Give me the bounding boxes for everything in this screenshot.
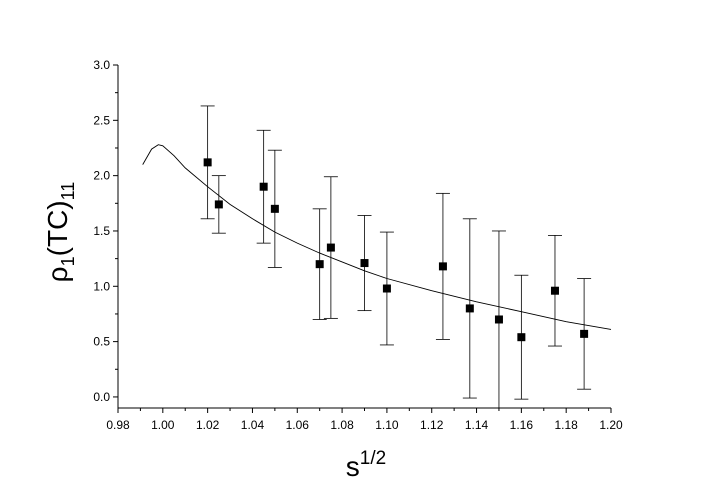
y-tick-label: 2.5 [93,113,110,127]
y-tick-label: 2.0 [93,169,110,183]
data-point [267,149,282,268]
x-tick-label: 1.00 [151,418,175,432]
y-tick-label: 0.0 [93,390,110,404]
y-axis-ticks: 0.0 0.5 1.0 1.5 2.0 2.5 3.0 [93,58,118,404]
x-tick-label: 1.18 [555,418,579,432]
point-marker [550,286,559,295]
point-marker [259,182,268,191]
x-axis-ticks: 0.98 1.00 1.02 1.04 1.06 1.08 1.10 1.12 1.14 1.16… [106,408,623,432]
point-marker [360,259,369,268]
data-point [435,192,450,340]
data-points [200,105,592,409]
y-tick-label: 0.5 [93,335,110,349]
data-point [462,218,477,399]
y-axis-label-sub2: 11 [58,182,78,201]
y-tick-label: 1.0 [93,279,110,293]
x-axis-label-sup: 1/2 [360,448,386,469]
data-point [256,129,271,244]
data-point [491,230,506,409]
point-marker [494,315,503,324]
x-tick-label: 1.20 [599,418,623,432]
y-tick-label: 1.5 [93,224,110,238]
y-axis-label-base: ρ [42,266,73,282]
x-tick-label: 1.12 [420,418,444,432]
model-curve-line [142,144,612,330]
x-tick-label: 1.16 [510,418,534,432]
point-marker [203,158,212,167]
point-marker [517,333,526,342]
data-point [357,215,372,312]
x-tick-label: 1.08 [330,418,354,432]
data-point [312,208,327,320]
data-point [379,231,394,346]
data-point [547,234,562,347]
data-point [211,175,226,234]
data-point [200,105,215,220]
point-marker [438,262,447,271]
point-marker [326,243,335,252]
x-tick-label: 1.02 [196,418,220,432]
x-tick-label: 1.06 [286,418,310,432]
data-point [577,278,592,390]
x-tick-label: 1.10 [375,418,399,432]
point-marker [382,284,391,293]
x-axis-label: s1/2 [346,448,386,482]
point-marker [315,260,324,269]
y-axis-label-mid: (TC) [42,200,73,256]
data-point [323,176,338,319]
point-marker [580,329,589,338]
x-tick-label: 0.98 [106,418,130,432]
model-curve [142,144,612,330]
y-axis-label-sub1: 1 [58,256,78,266]
point-marker [465,304,474,313]
data-point [514,274,529,400]
point-marker [214,200,223,209]
x-tick-label: 1.04 [241,418,265,432]
point-marker [270,204,279,213]
x-axis-label-base: s [346,451,360,482]
y-axis-label: ρ1(TC)11 [42,182,78,283]
x-tick-label: 1.14 [465,418,489,432]
y-tick-label: 3.0 [93,58,110,72]
